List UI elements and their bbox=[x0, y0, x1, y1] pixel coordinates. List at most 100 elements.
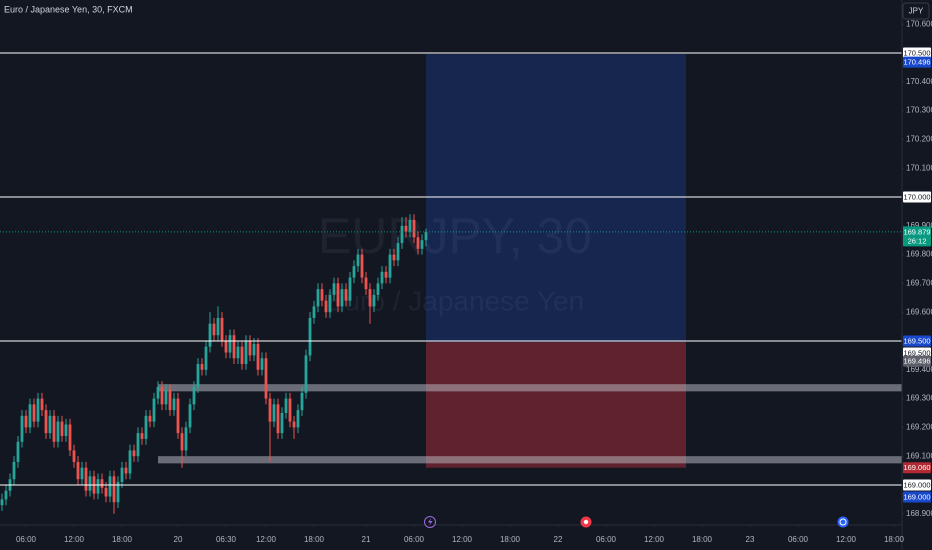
y-tick-label: 169.100 bbox=[906, 451, 932, 460]
candle-body bbox=[392, 254, 396, 261]
candle-body bbox=[36, 398, 40, 422]
candle-body bbox=[360, 254, 364, 278]
y-tick-label: 170.100 bbox=[906, 163, 932, 172]
candle-body bbox=[256, 343, 260, 370]
candle-body bbox=[88, 476, 92, 491]
candle-body bbox=[264, 358, 268, 399]
x-tick-label: 06:00 bbox=[788, 535, 809, 544]
candle-body bbox=[288, 398, 292, 422]
candle-body bbox=[320, 289, 324, 301]
candle-body bbox=[332, 283, 336, 295]
x-tick-label: 18:00 bbox=[884, 535, 905, 544]
candle-body bbox=[52, 415, 56, 442]
candle-body bbox=[368, 289, 372, 307]
candle-body bbox=[328, 294, 332, 313]
candle-body bbox=[56, 421, 60, 442]
candle-body bbox=[4, 490, 8, 500]
currency-label[interactable]: JPY bbox=[909, 7, 924, 16]
candle-body bbox=[268, 398, 272, 422]
candle-body bbox=[336, 283, 340, 307]
candle-body bbox=[272, 404, 276, 422]
candle-body bbox=[388, 254, 392, 278]
candle-body bbox=[300, 392, 304, 411]
x-tick-label: 12:00 bbox=[836, 535, 857, 544]
candle-body bbox=[172, 398, 176, 411]
x-tick-label: 21 bbox=[362, 535, 371, 544]
stop-label: 169.060 bbox=[903, 463, 930, 472]
candle-body bbox=[72, 450, 76, 462]
candle-body bbox=[232, 335, 236, 359]
alert-label: 169.500 bbox=[903, 336, 930, 345]
x-tick-label: 06:00 bbox=[404, 535, 425, 544]
candle-body bbox=[348, 277, 352, 301]
x-tick-label: 12:00 bbox=[256, 535, 277, 544]
x-tick-label: 23 bbox=[746, 535, 755, 544]
candle-body bbox=[136, 433, 140, 457]
target-label-bg bbox=[903, 56, 931, 68]
candle-body bbox=[312, 306, 316, 318]
candle-body bbox=[116, 482, 120, 503]
event-icon[interactable] bbox=[837, 516, 849, 528]
candle-body bbox=[144, 415, 148, 439]
candle-body bbox=[208, 323, 212, 347]
candle-body bbox=[372, 294, 376, 307]
candle-body bbox=[124, 467, 128, 474]
alert-label-bg bbox=[903, 491, 931, 503]
candle-body bbox=[308, 317, 312, 356]
level-label-bg bbox=[903, 191, 931, 203]
candle-body bbox=[260, 358, 264, 370]
candle-body bbox=[76, 461, 80, 480]
candle-body bbox=[48, 415, 52, 434]
candle-body bbox=[0, 499, 4, 506]
candle-body bbox=[20, 415, 24, 442]
y-tick-label: 169.800 bbox=[906, 250, 932, 259]
candle-body bbox=[192, 387, 196, 405]
last-price-bg bbox=[903, 226, 931, 247]
candle-body bbox=[408, 220, 412, 232]
candle-body bbox=[200, 364, 204, 370]
plot-area bbox=[0, 52, 902, 514]
candle-body bbox=[164, 389, 168, 405]
event-icons bbox=[424, 516, 849, 528]
candle-body bbox=[316, 289, 320, 307]
y-tick-label: 168.900 bbox=[906, 509, 932, 518]
y-tick-label: 170.600 bbox=[906, 19, 932, 28]
candle-body bbox=[104, 487, 108, 497]
x-tick-label: 18:00 bbox=[304, 535, 325, 544]
x-tick-label: 18:00 bbox=[692, 535, 713, 544]
currency-button[interactable] bbox=[902, 2, 930, 20]
candle-body bbox=[64, 424, 68, 437]
candle-body bbox=[412, 220, 416, 238]
candle-body bbox=[100, 479, 104, 488]
candle-body bbox=[128, 450, 132, 474]
position-stop-zone bbox=[426, 342, 686, 468]
candle-body bbox=[220, 317, 224, 341]
candle-body bbox=[248, 340, 252, 356]
candle-body bbox=[188, 404, 192, 428]
zone bbox=[158, 456, 902, 464]
candle-body bbox=[252, 343, 256, 356]
x-tick-label: 12:00 bbox=[644, 535, 665, 544]
candle-body bbox=[28, 404, 32, 428]
candle-body bbox=[132, 450, 136, 457]
x-tick-label: 12:00 bbox=[452, 535, 473, 544]
level-label: 170.000 bbox=[903, 192, 930, 201]
x-tick-label: 22 bbox=[554, 535, 563, 544]
candle-body bbox=[12, 461, 16, 480]
zone bbox=[158, 384, 902, 392]
countdown-label: 26:12 bbox=[908, 236, 927, 245]
alert-label-bg bbox=[903, 335, 931, 347]
candle-body bbox=[240, 346, 244, 365]
candle-body bbox=[352, 266, 356, 278]
candle-body bbox=[224, 340, 228, 353]
axes: 168.900 169.100 169.200 169.300 169.400 169.6… bbox=[16, 19, 932, 544]
y-tick-label: 169.600 bbox=[906, 307, 932, 316]
level-label: 169.500 bbox=[903, 348, 930, 357]
candle-body bbox=[228, 335, 232, 353]
candle-body bbox=[416, 237, 420, 249]
entry-label: 169.496 bbox=[903, 357, 930, 366]
x-tick-label: 18:00 bbox=[500, 535, 521, 544]
candle-body bbox=[156, 387, 160, 399]
